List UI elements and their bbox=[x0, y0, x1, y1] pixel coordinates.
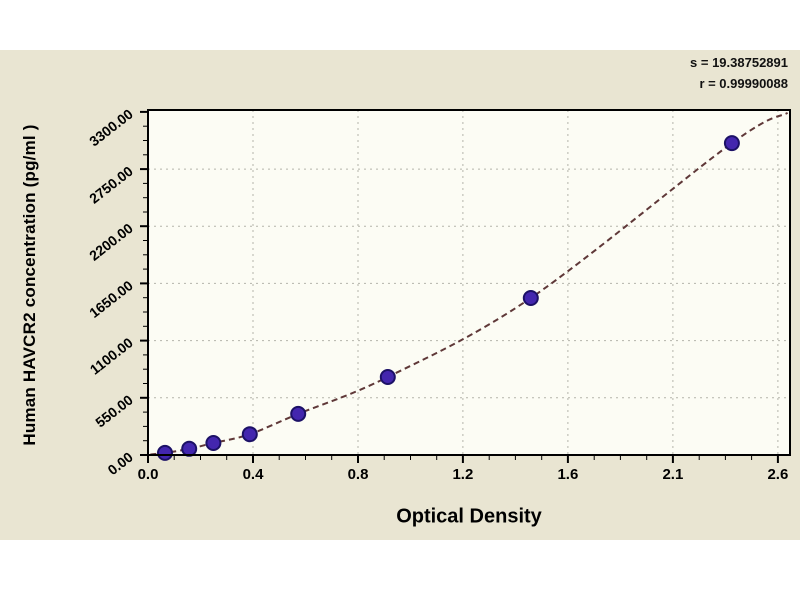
data-point bbox=[241, 426, 258, 443]
plot-border bbox=[147, 109, 791, 456]
data-point bbox=[157, 444, 173, 461]
standard-curve-plot: 0.0 0.4 0.8 1.2 1.6 2.1 2.6 0.00 550.00 1100.00 16… bbox=[86, 106, 791, 483]
fit-standard-error-text: s = 19.38752891 bbox=[690, 55, 788, 70]
y-tick-label: 2750.00 bbox=[86, 163, 136, 207]
x-tick-label: 0.8 bbox=[348, 466, 369, 483]
data-point bbox=[723, 135, 740, 152]
data-point bbox=[522, 290, 539, 306]
x-tick-label: 0.0 bbox=[138, 466, 159, 483]
x-tick-label: 1.2 bbox=[452, 466, 473, 483]
y-tick-label: 1100.00 bbox=[87, 334, 136, 377]
y-tick-label: 550.00 bbox=[92, 391, 136, 430]
y-tick-label: 0.00 bbox=[105, 449, 136, 479]
data-point bbox=[181, 440, 198, 457]
chart-panel: 0.0 0.4 0.8 1.2 1.6 2.1 2.6 0.00 550.00 1100.00 16… bbox=[0, 50, 800, 540]
x-axis-title: Optical Density bbox=[396, 505, 542, 528]
y-tick-label: 2200.00 bbox=[86, 220, 136, 264]
y-axis-title: Human HAVCR2 concentration (pg/ml ) bbox=[20, 124, 39, 446]
x-tick-label: 0.4 bbox=[243, 466, 265, 483]
y-tick-label: 1650.00 bbox=[86, 277, 136, 321]
x-tick-label: 2.1 bbox=[662, 466, 683, 483]
data-point bbox=[379, 369, 396, 385]
data-point bbox=[290, 405, 307, 422]
data-point bbox=[205, 435, 222, 451]
plot-area bbox=[148, 110, 790, 455]
x-tick-label: 2.6 bbox=[767, 466, 788, 483]
x-tick-label: 1.6 bbox=[557, 466, 578, 483]
fit-correlation-text: r = 0.99990088 bbox=[699, 76, 788, 91]
y-tick-label: 3300.00 bbox=[86, 106, 136, 150]
